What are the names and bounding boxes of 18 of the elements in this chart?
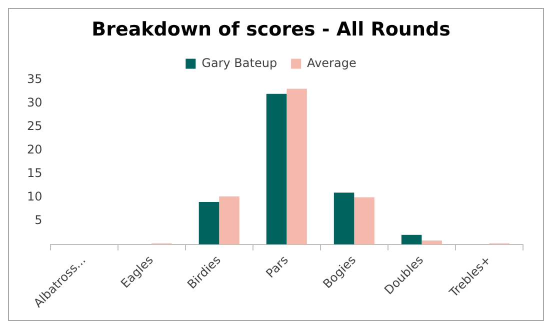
y-tick-label: 30 bbox=[26, 95, 42, 110]
bar bbox=[354, 197, 374, 244]
bar bbox=[286, 88, 307, 244]
y-tick-label: 15 bbox=[26, 166, 42, 180]
bar bbox=[401, 234, 422, 244]
y-tick-label: 35 bbox=[26, 72, 42, 86]
y-tick-label: 10 bbox=[26, 189, 42, 204]
bar bbox=[266, 94, 287, 244]
bar bbox=[219, 196, 240, 244]
legend-label: Average bbox=[307, 56, 356, 70]
y-tick-label: 20 bbox=[26, 142, 42, 156]
y-tick-label: 5 bbox=[34, 212, 42, 227]
bar bbox=[422, 240, 442, 244]
bar bbox=[198, 202, 220, 244]
chart-title: Breakdown of scores - All Rounds bbox=[92, 18, 450, 40]
bar bbox=[334, 192, 354, 244]
legend-label: Gary Bateup bbox=[202, 56, 278, 70]
y-tick-label: 25 bbox=[26, 118, 42, 133]
